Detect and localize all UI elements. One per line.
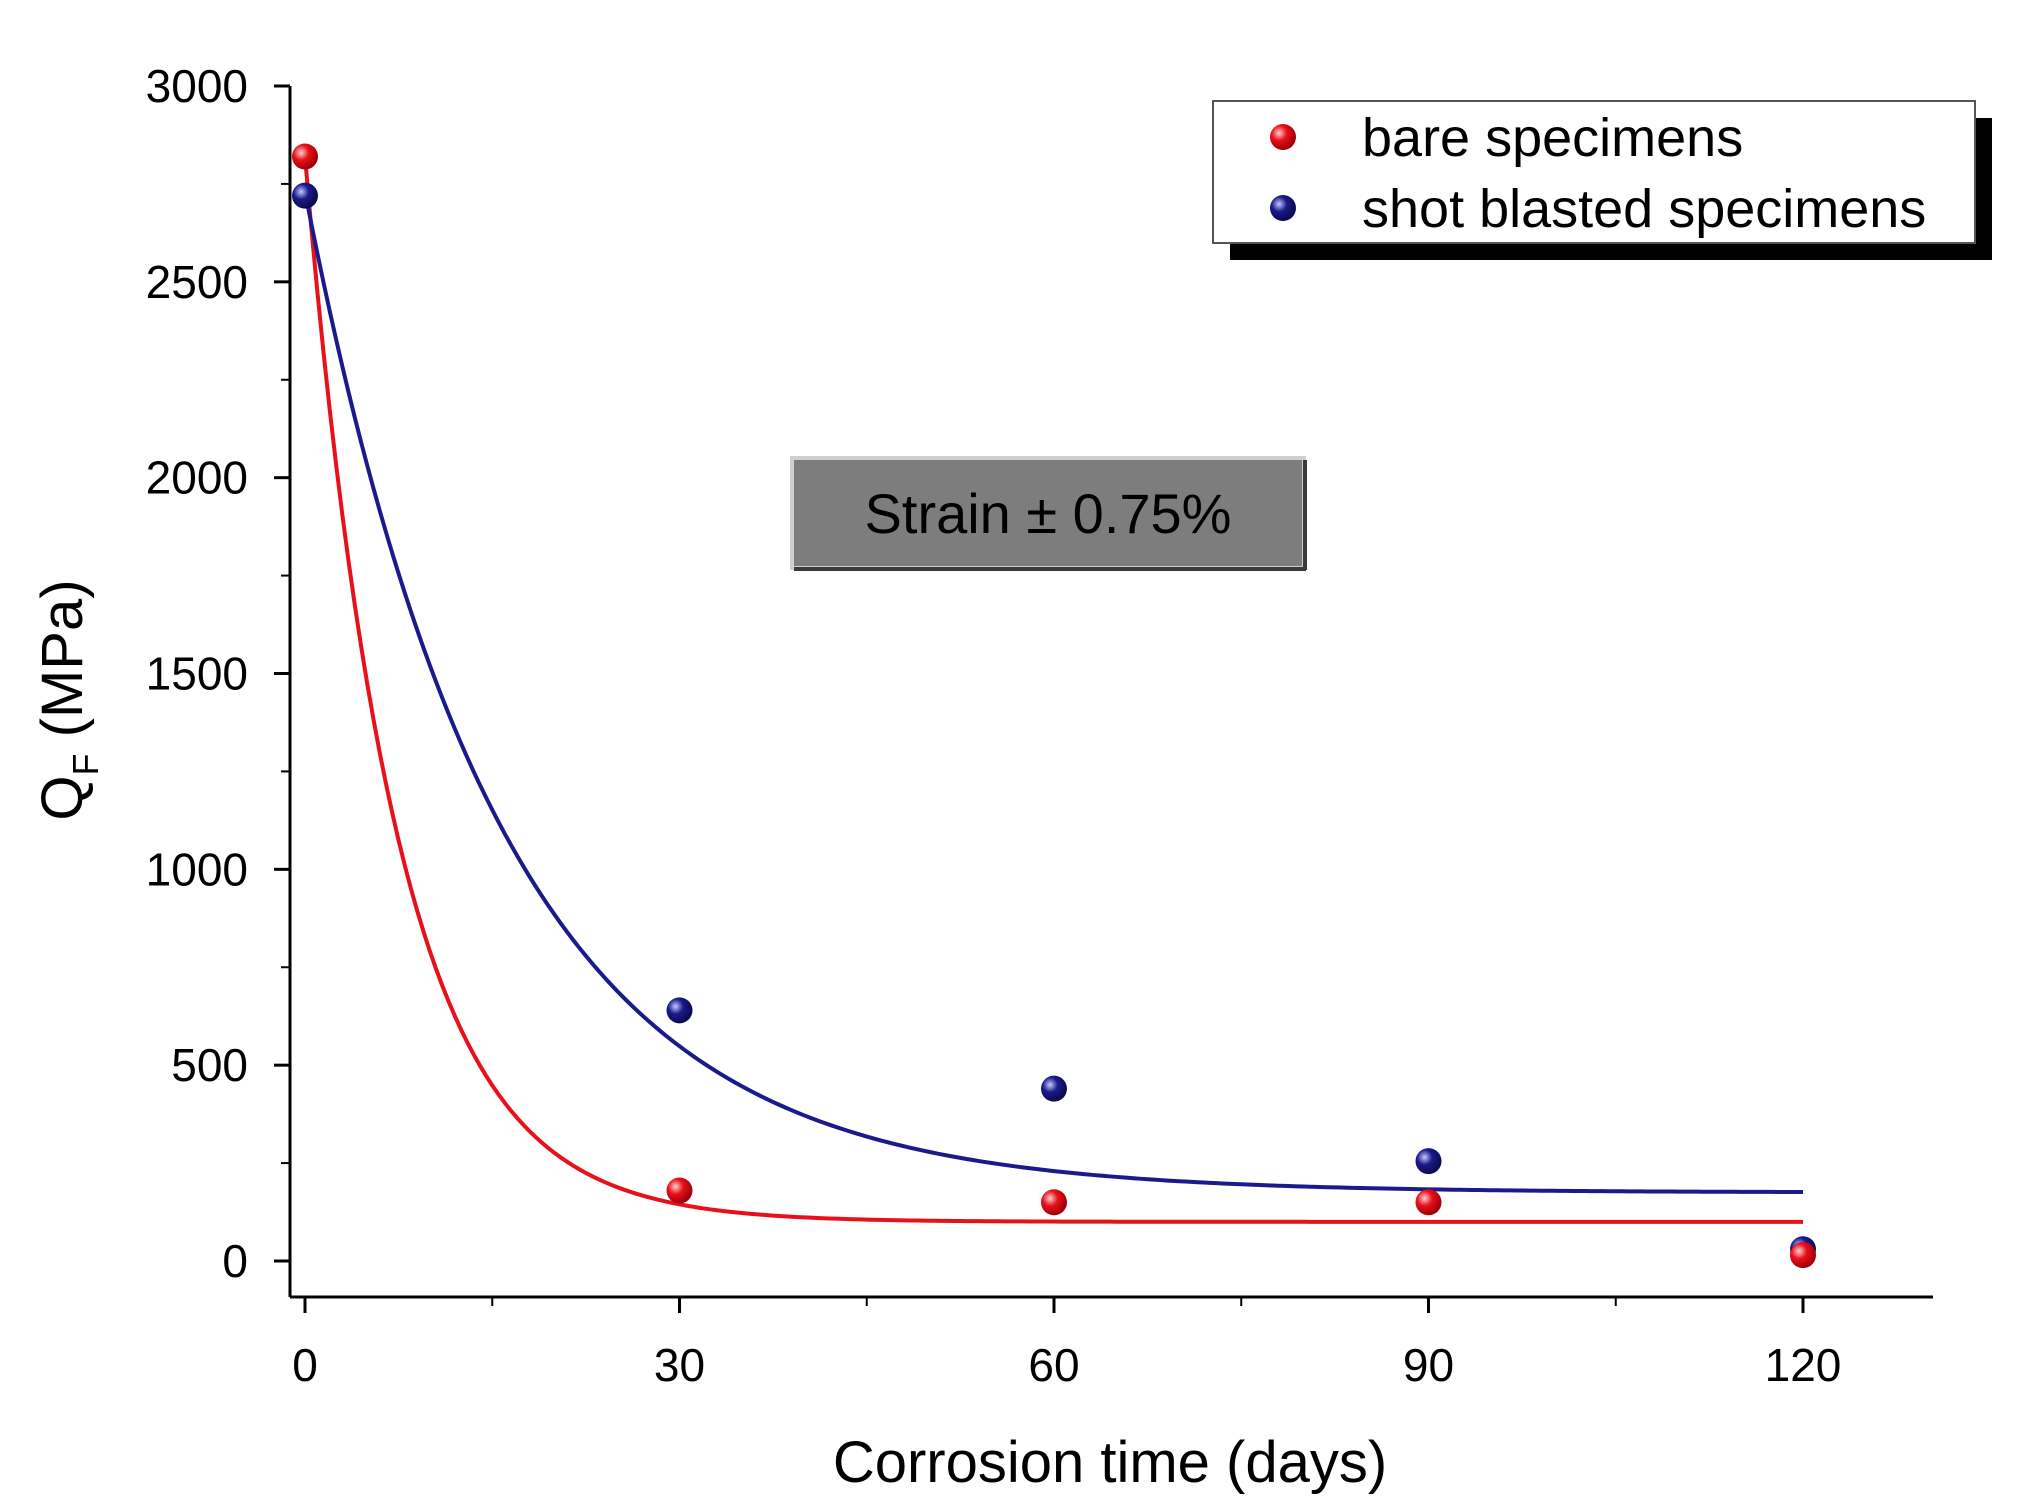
y-tick-label: 1000 <box>146 843 248 895</box>
y-tick-label: 3000 <box>146 60 248 112</box>
point-bare-specimens <box>1415 1189 1442 1216</box>
fit-curve-bare-specimens <box>303 156 1803 1224</box>
data-points <box>292 143 1816 1269</box>
strain-annotation: Strain ± 0.75% <box>790 456 1307 571</box>
point-shot-blasted-specimens <box>1415 1148 1442 1175</box>
x-tick-label: 90 <box>1403 1339 1454 1391</box>
point-bare-specimens <box>666 1177 693 1204</box>
x-tick-label: 60 <box>1028 1339 1079 1391</box>
fit-curve-shot-blasted-specimens <box>303 191 1804 1194</box>
point-bare-specimens <box>1790 1242 1816 1269</box>
legend-box <box>1212 100 1976 244</box>
annotation-text: Strain ± 0.75% <box>865 482 1232 545</box>
x-axis-title: Corrosion time (days) <box>833 1430 1387 1495</box>
legend: bare specimens shot blasted specimens <box>1212 100 1992 260</box>
annotation-box <box>790 456 1306 570</box>
point-bare-specimens <box>292 143 318 170</box>
legend-label-bare-specimens: bare specimens <box>1362 108 1743 168</box>
fit-curves <box>303 156 1804 1224</box>
point-shot-blasted-specimens <box>666 997 693 1024</box>
point-shot-blasted-specimens <box>292 182 318 209</box>
x-tick-label: 120 <box>1765 1339 1842 1391</box>
y-axis-title-main: Q <box>30 775 95 820</box>
y-tick-label: 1500 <box>146 648 248 700</box>
legend-label-shot-blasted-specimens: shot blasted specimens <box>1362 179 1926 239</box>
y-tick-label: 2000 <box>146 452 248 504</box>
legend-marker-shot-blasted-specimens <box>1270 195 1296 221</box>
point-shot-blasted-specimens <box>1041 1075 1067 1102</box>
x-tick-label: 30 <box>654 1339 705 1391</box>
y-tick-label: 500 <box>171 1039 248 1091</box>
legend-marker-bare-specimens <box>1270 124 1296 150</box>
y-tick-label: 0 <box>222 1235 248 1287</box>
tick-labels: 0 500 1000 1500 2000 2500 3000 0 30 60 90 120 <box>146 60 1842 1391</box>
y-axis-title-subscript: F <box>65 753 106 775</box>
axes <box>288 86 1933 1299</box>
x-tick-label: 0 <box>292 1339 318 1391</box>
ticks <box>274 84 1805 1313</box>
y-tick-label: 2500 <box>146 256 248 308</box>
y-axis-title: QF (MPa) <box>30 579 106 820</box>
y-axis-title-unit: (MPa) <box>30 579 95 753</box>
point-bare-specimens <box>1041 1189 1067 1216</box>
